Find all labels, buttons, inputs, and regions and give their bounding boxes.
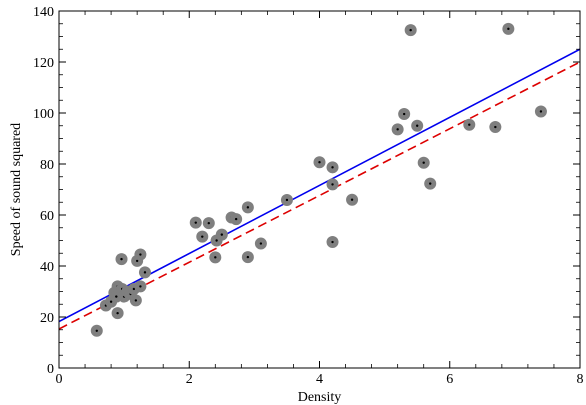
data-point-center <box>143 271 147 274</box>
data-point-center <box>285 198 289 202</box>
data-point <box>346 193 359 206</box>
data-point <box>215 228 228 241</box>
data-point <box>230 213 243 226</box>
data-point-center <box>409 28 412 32</box>
y-axis-title: Speed of sound squared <box>9 123 24 256</box>
y-tick-label: 0 <box>47 362 54 377</box>
data-point-center <box>201 235 204 238</box>
data-point-center <box>494 125 497 129</box>
data-point-center <box>468 123 471 126</box>
x-tick-label: 2 <box>186 372 193 387</box>
data-point <box>134 248 147 261</box>
data-point <box>189 216 202 229</box>
data-point <box>111 307 124 320</box>
data-point <box>424 177 437 190</box>
data-point <box>463 118 476 131</box>
data-point-center <box>134 299 138 302</box>
data-point-center <box>318 161 321 164</box>
data-point-center <box>135 259 139 263</box>
data-point-center <box>194 221 197 224</box>
y-tick-label: 120 <box>33 56 54 71</box>
data-point <box>502 22 515 35</box>
data-point-center <box>507 27 510 31</box>
y-tick-label: 100 <box>33 107 54 122</box>
data-point-center <box>415 124 419 127</box>
data-point <box>404 24 417 37</box>
data-point <box>129 294 142 307</box>
data-point <box>280 193 293 206</box>
data-point-center <box>350 198 354 201</box>
data-point <box>202 217 215 230</box>
data-point-center <box>220 233 224 236</box>
data-point <box>313 156 326 169</box>
data-point <box>196 230 209 243</box>
data-point-center <box>396 128 399 131</box>
data-point-center <box>215 239 218 242</box>
data-point <box>241 201 254 214</box>
data-point-center <box>331 166 334 169</box>
data-point <box>534 105 547 118</box>
data-point-center <box>539 110 543 113</box>
x-tick-label: 8 <box>577 372 584 387</box>
data-point <box>326 161 339 174</box>
data-point-center <box>246 255 250 259</box>
data-points <box>90 22 547 337</box>
data-point-center <box>120 257 123 261</box>
data-point <box>326 178 339 191</box>
data-point-center <box>259 242 263 245</box>
data-point <box>90 324 103 337</box>
data-point-center <box>214 256 217 259</box>
data-point-center <box>139 285 142 288</box>
data-point-center <box>422 161 425 164</box>
data-point <box>138 266 151 279</box>
data-point-center <box>116 311 119 315</box>
data-point-center <box>429 182 432 185</box>
y-tick-label: 60 <box>40 209 54 224</box>
data-point <box>411 119 424 132</box>
data-point <box>115 253 128 266</box>
x-tick-label: 0 <box>56 372 63 387</box>
data-point-center <box>331 240 334 244</box>
y-tick-label: 140 <box>33 5 54 20</box>
data-point <box>254 237 267 250</box>
data-point <box>489 121 502 134</box>
data-point <box>417 156 430 169</box>
y-tick-label: 40 <box>40 260 54 275</box>
data-point <box>209 251 222 264</box>
y-tick-label: 20 <box>40 311 54 326</box>
data-point-center <box>234 217 238 221</box>
data-point-center <box>95 329 98 332</box>
x-tick-label: 4 <box>316 372 323 387</box>
data-point <box>134 280 147 293</box>
data-point-center <box>331 183 334 186</box>
data-point-center <box>207 221 210 225</box>
axis-ticks <box>58 10 581 369</box>
data-point-center <box>246 206 250 209</box>
data-point <box>398 108 411 121</box>
x-axis-title: Density <box>298 390 342 405</box>
data-point-center <box>402 112 406 116</box>
data-point-center <box>115 295 118 298</box>
x-tick-label: 6 <box>446 372 453 387</box>
data-point <box>326 236 339 249</box>
data-point-center <box>109 300 113 303</box>
data-point-center <box>139 253 142 256</box>
y-tick-label: 80 <box>40 158 54 173</box>
data-point-center <box>132 287 136 291</box>
data-point <box>391 123 404 136</box>
data-point <box>241 251 254 264</box>
